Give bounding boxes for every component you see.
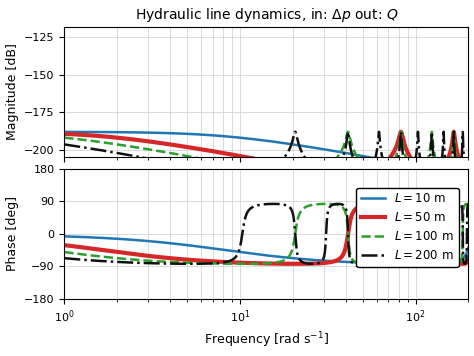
$L = 10$ m (301, 257, 306, 261)
Line: $L = 50$ m: $L = 50$ m (64, 204, 468, 264)
$L = 50$ m (465, 259, 471, 263)
Line: $L = 100$ m: $L = 100$ m (64, 204, 468, 264)
$L = 10$ m (208, 246, 213, 250)
$L = 50$ m (301, 262, 306, 266)
Y-axis label: Phase [deg]: Phase [deg] (6, 197, 18, 271)
$L = 50$ m (361, 203, 367, 207)
$L = 200$ m (62, 256, 67, 260)
$L = 50$ m (441, 202, 447, 206)
$L = 100$ m (239, 262, 245, 266)
$L = 100$ m (318, 202, 324, 206)
$L = 10$ m (318, 258, 324, 263)
$L = 10$ m (361, 261, 367, 265)
$L = 10$ m (82, 235, 88, 239)
$L = 10$ m (465, 245, 471, 250)
$L = 200$ m (82, 258, 88, 262)
$L = 10$ m (62, 234, 67, 239)
$L = 200$ m (443, 262, 449, 266)
$L = 50$ m (383, 202, 388, 206)
Line: $L = 200$ m: $L = 200$ m (64, 204, 468, 264)
$L = 200$ m (318, 260, 324, 264)
$L = 200$ m (465, 202, 471, 206)
$L = 100$ m (82, 252, 88, 257)
$L = 50$ m (318, 261, 324, 265)
$L = 10$ m (415, 262, 421, 266)
Title: Hydraulic line dynamics, in: $\Delta p$ out: $Q$: Hydraulic line dynamics, in: $\Delta p$ … (135, 6, 398, 23)
$L = 50$ m (415, 262, 421, 266)
$L = 200$ m (301, 260, 306, 265)
$L = 50$ m (82, 246, 88, 250)
$L = 50$ m (62, 243, 67, 247)
$L = 100$ m (301, 206, 306, 210)
$L = 10$ m (383, 261, 388, 266)
$L = 200$ m (361, 253, 367, 258)
Y-axis label: Magnitude [dB]: Magnitude [dB] (6, 43, 18, 140)
$L = 50$ m (208, 259, 213, 263)
$L = 100$ m (208, 261, 213, 266)
$L = 100$ m (465, 202, 471, 206)
Legend: $L = 10$ m, $L = 50$ m, $L = 100$ m, $L = 200$ m: $L = 10$ m, $L = 50$ m, $L = 100$ m, $L … (356, 188, 458, 267)
$L = 200$ m (270, 202, 276, 206)
X-axis label: Frequency [rad s$^{-1}$]: Frequency [rad s$^{-1}$] (204, 331, 329, 350)
$L = 100$ m (383, 203, 388, 207)
$L = 100$ m (62, 250, 67, 254)
$L = 100$ m (422, 202, 428, 206)
$L = 200$ m (383, 262, 388, 266)
$L = 100$ m (361, 262, 367, 266)
Line: $L = 10$ m: $L = 10$ m (64, 236, 468, 264)
$L = 200$ m (208, 261, 213, 266)
